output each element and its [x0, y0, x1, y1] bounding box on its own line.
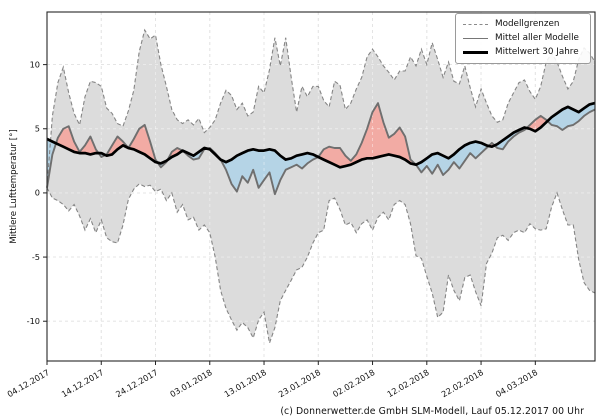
x-tick-label: 04.03.2018 [494, 367, 540, 399]
gray-line-swatch [463, 37, 488, 39]
legend-item-mittelwert-30-jahre: Mittelwert 30 Jahre [463, 47, 583, 58]
model-mean-line [46, 102, 596, 196]
copyright-note: (c) Donnerwetter.de GmbH SLM-Modell, Lau… [280, 406, 584, 417]
y-tick-label: 5 [35, 124, 40, 134]
x-tick-label: 03.01.2018 [168, 367, 214, 399]
legend-label: Mittelwert 30 Jahre [495, 46, 579, 57]
legend-label: Mittel aller Modelle [495, 32, 579, 43]
y-tick-label: 0 [35, 188, 40, 198]
y-tick-label: -10 [27, 316, 40, 326]
x-tick-label: 22.02.2018 [439, 367, 485, 399]
y-axis-label: Mittlere Lufttemperatur [°] [9, 129, 19, 244]
x-tick-label: 12.02.2018 [385, 367, 431, 399]
legend: Modellgrenzen Mittel aller Modelle Mitte… [455, 13, 591, 64]
x-tick-label: 24.12.2017 [114, 367, 160, 399]
legend-item-modellgrenzen: Modellgrenzen [463, 19, 583, 30]
x-tick-label: 14.12.2017 [60, 367, 106, 399]
x-tick-label: 23.01.2018 [277, 367, 323, 399]
black-line-swatch [463, 50, 488, 54]
x-tick-label: 02.02.2018 [331, 367, 377, 399]
upper-model-boundary-line [46, 28, 596, 187]
model-range-band [47, 30, 595, 343]
climate-mean-line [46, 101, 596, 169]
y-tick-label: -5 [32, 252, 40, 262]
y-tick-label: 10 [30, 59, 40, 69]
legend-label: Modellgrenzen [495, 19, 560, 29]
x-tick-label: 04.12.2017 [5, 367, 51, 399]
lower-model-boundary-line [46, 183, 596, 346]
dashed-line-swatch [463, 23, 488, 25]
x-tick-label: 13.01.2018 [222, 367, 268, 399]
plot-border [46, 11, 596, 362]
legend-item-mittel-aller-modelle: Mittel aller Modelle [463, 33, 583, 44]
